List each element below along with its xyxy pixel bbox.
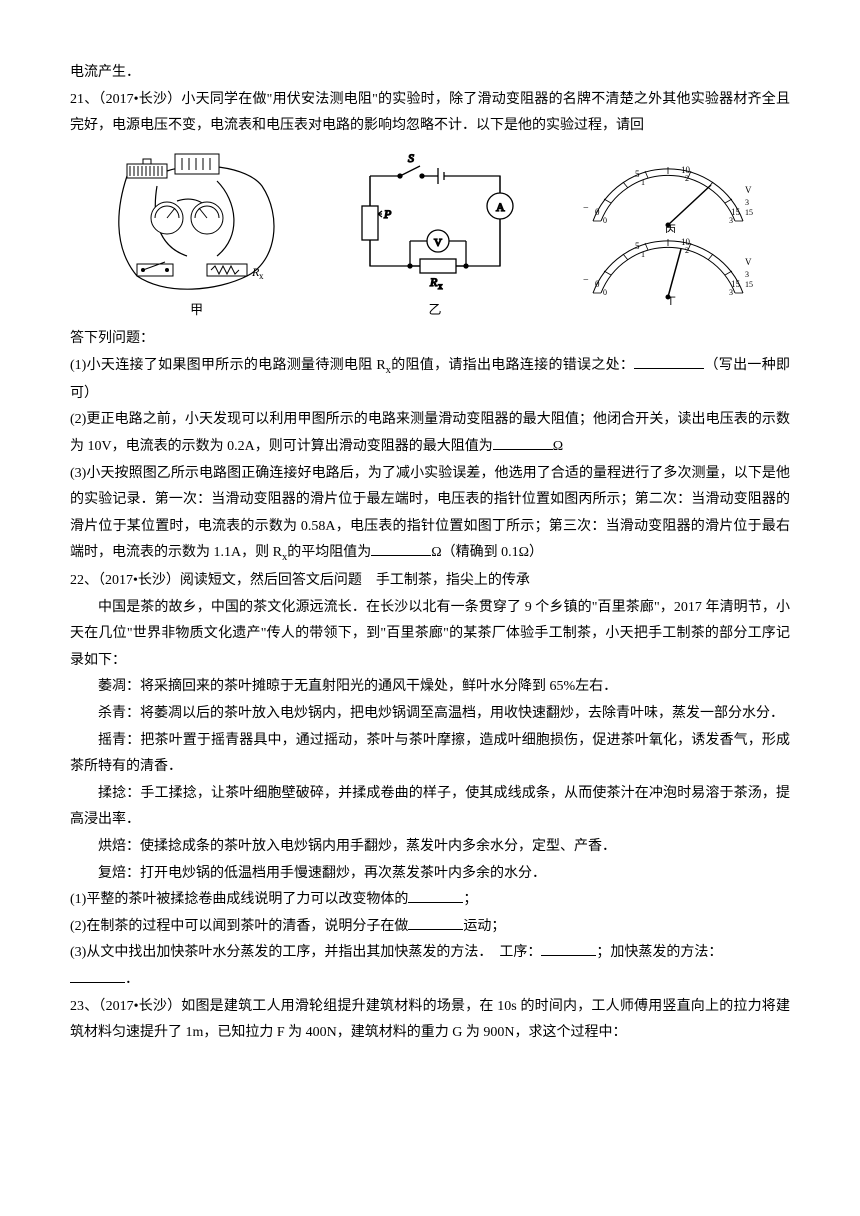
- q22-blank1[interactable]: [408, 888, 463, 903]
- q22-blank4[interactable]: [70, 968, 125, 983]
- q22-blank2[interactable]: [408, 915, 463, 930]
- q21-after-fig: 答下列问题：: [70, 326, 790, 353]
- svg-text:2: 2: [685, 246, 689, 255]
- rheostat-icon: [127, 159, 167, 178]
- svg-text:1: 1: [641, 250, 645, 259]
- fig-bing-svg: 0 5 10 15 0 1 2 3 V 3 15 − 丙: [573, 163, 763, 233]
- q22-sub3c: ．: [70, 967, 790, 994]
- q22-sub3-a: (3)从文中找出加快茶叶水分蒸发的工序，并指出其加快蒸发的方法． 工序：: [70, 945, 541, 960]
- resistor-icon: [207, 264, 247, 276]
- svg-text:1: 1: [641, 178, 645, 187]
- svg-text:0: 0: [595, 279, 600, 289]
- q21-figures: R x 甲 S A: [70, 146, 790, 323]
- svg-text:15: 15: [745, 208, 753, 217]
- svg-text:3: 3: [745, 198, 749, 207]
- q22-sub3: (3)从文中找出加快茶叶水分蒸发的工序，并指出其加快蒸发的方法． 工序： ；加快蒸…: [70, 940, 790, 967]
- q21-sub3-text-b: 的平均阻值为: [287, 545, 371, 560]
- q22-sub2: (2)在制茶的过程中可以闻到茶叶的清香，说明分子在做 运动；: [70, 914, 790, 941]
- svg-text:R: R: [429, 275, 438, 289]
- fig-yi: S A P R: [350, 146, 520, 323]
- svg-text:x: x: [259, 271, 264, 281]
- q22-sub3-b: ；加快蒸发的方法：: [596, 945, 722, 960]
- q21-sub3: (3)小天按照图乙所示电路图正确连接好电路后，为了减小实验误差，他选用了合适的量…: [70, 461, 790, 569]
- fig-yi-caption: 乙: [428, 298, 441, 323]
- voltmeter-icon: [191, 202, 223, 234]
- q22-p5: 揉捻：手工揉捻，让茶叶细胞壁破碎，并揉成卷曲的样子，使其成线成条，从而使茶汁在冲…: [70, 781, 790, 834]
- fig-jia: R x 甲: [97, 146, 297, 323]
- q22-blank3[interactable]: [541, 941, 596, 956]
- ammeter-icon: [151, 202, 183, 234]
- svg-text:V: V: [745, 257, 752, 267]
- svg-text:丁: 丁: [665, 296, 676, 305]
- q21-sub1-text-b: 的阻值，请指出电路连接的错误之处：: [391, 358, 634, 373]
- svg-text:S: S: [408, 151, 414, 165]
- svg-text:15: 15: [745, 280, 753, 289]
- battery-icon: [175, 154, 219, 174]
- svg-text:−: −: [583, 203, 589, 214]
- svg-text:3: 3: [729, 288, 733, 297]
- q23-stem: 23、（2017•长沙）如图是建筑工人用滑轮组提升建筑材料的场景，在 10s 的…: [70, 994, 790, 1047]
- q22-p6: 烘焙：使揉捻成条的茶叶放入电炒锅内用手翻炒，蒸发叶内多余水分，定型、产香．: [70, 834, 790, 861]
- q22-p7: 复焙：打开电炒锅的低温档用手慢速翻炒，再次蒸发茶叶内多余的水分．: [70, 861, 790, 888]
- q21-sub1: (1)小天连接了如果图甲所示的电路测量待测电阻 Rx的阻值，请指出电路连接的错误…: [70, 353, 790, 407]
- q22-stem: 22、（2017•长沙）阅读短文，然后回答文后问题 手工制茶，指尖上的传承: [70, 568, 790, 595]
- switch-icon: [137, 262, 173, 276]
- q22-sub2-b: 运动；: [463, 919, 505, 934]
- q21-blank3[interactable]: [371, 541, 431, 556]
- prev-fragment: 电流产生．: [70, 60, 790, 87]
- svg-text:5: 5: [635, 169, 640, 179]
- svg-text:5: 5: [635, 241, 640, 251]
- svg-text:A: A: [496, 200, 505, 214]
- svg-text:0: 0: [603, 288, 607, 297]
- svg-text:−: −: [583, 275, 589, 286]
- q21-stem: 21、（2017•长沙）小天同学在做"用伏安法测电阻"的实验时，除了滑动变阻器的…: [70, 87, 790, 140]
- svg-text:0: 0: [603, 216, 607, 225]
- svg-text:3: 3: [729, 216, 733, 225]
- svg-text:丙: 丙: [665, 224, 676, 233]
- q22-p1: 中国是茶的故乡，中国的茶文化源远流长．在长沙以北有一条贯穿了 9 个乡镇的"百里…: [70, 595, 790, 675]
- q22-sub1-a: (1)平整的茶叶被揉捻卷曲成线说明了力可以改变物体的: [70, 892, 408, 907]
- fig-yi-svg: S A P R: [350, 146, 520, 296]
- fig-meters: 0 5 10 15 0 1 2 3 V 3 15 − 丙: [573, 163, 763, 305]
- q21-sub2-unit: Ω: [553, 439, 563, 454]
- q21-sub2: (2)更正电路之前，小天发现可以利用甲图所示的电路来测量滑动变阻器的最大阻值；他…: [70, 407, 790, 460]
- q21-sub1-text-a: (1)小天连接了如果图甲所示的电路测量待测电阻 R: [70, 358, 386, 373]
- svg-text:3: 3: [745, 270, 749, 279]
- q22-sub3-c: ．: [125, 972, 139, 987]
- svg-text:x: x: [438, 281, 443, 291]
- q22-sub1-b: ；: [463, 892, 477, 907]
- q22-p2: 萎凋：将采摘回来的茶叶摊晾于无直射阳光的通风干燥处，鲜叶水分降到 65%左右．: [70, 674, 790, 701]
- fig-jia-svg: R x: [97, 146, 297, 296]
- q21-blank2[interactable]: [493, 435, 553, 450]
- q21-sub2-text: (2)更正电路之前，小天发现可以利用甲图所示的电路来测量滑动变阻器的最大阻值；他…: [70, 412, 790, 454]
- q22-sub1: (1)平整的茶叶被揉捻卷曲成线说明了力可以改变物体的 ；: [70, 887, 790, 914]
- svg-text:2: 2: [685, 174, 689, 183]
- q22-sub2-a: (2)在制茶的过程中可以闻到茶叶的清香，说明分子在做: [70, 919, 408, 934]
- svg-text:V: V: [434, 237, 442, 249]
- q21-blank1[interactable]: [634, 354, 704, 369]
- fig-ding-svg: 0 5 10 15 0 1 2 3 V 3 15 − 丁: [573, 235, 763, 305]
- q22-p4: 摇青：把茶叶置于摇青器具中，通过摇动，茶叶与茶叶摩擦，造成叶细胞损伤，促进茶叶氧…: [70, 728, 790, 781]
- fig-jia-caption: 甲: [190, 298, 203, 323]
- q21-sub3-unit: Ω（精确到 0.1Ω）: [431, 545, 543, 560]
- svg-text:V: V: [745, 185, 752, 195]
- svg-text:P: P: [383, 207, 392, 221]
- q22-p3: 杀青：将萎凋以后的茶叶放入电炒锅内，把电炒锅调至高温档，用收快速翻炒，去除青叶味…: [70, 701, 790, 728]
- svg-text:0: 0: [595, 207, 600, 217]
